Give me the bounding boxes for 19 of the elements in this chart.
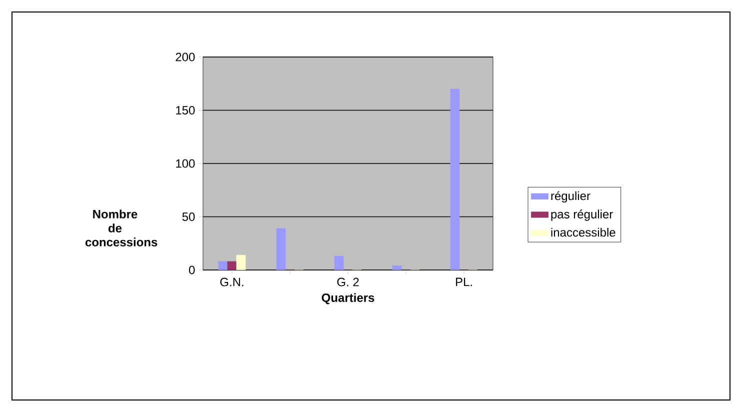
x-axis-title: Quartiers — [322, 293, 374, 304]
y-tick-label: 100 — [176, 159, 195, 168]
bar — [276, 228, 286, 270]
y-tick-label: 0 — [189, 266, 195, 274]
x-tick-label: PL. — [456, 278, 472, 286]
x-tick-label: G.N. — [220, 278, 244, 286]
y-tick-label: 200 — [176, 52, 195, 62]
bar — [227, 261, 237, 270]
bar — [392, 266, 402, 270]
bar — [218, 261, 228, 270]
bar — [450, 88, 460, 270]
legend-label: inaccessible — [551, 228, 616, 237]
y-tick-label: 50 — [182, 212, 195, 221]
legend-label: régulier — [551, 191, 590, 203]
bar — [334, 256, 344, 270]
x-tick-label: G. 2 — [337, 278, 359, 286]
y-tick-label: 150 — [176, 106, 195, 114]
y-axis-title: Nombre de concessions — [85, 210, 158, 246]
legend-label: pas régulier — [551, 210, 613, 221]
